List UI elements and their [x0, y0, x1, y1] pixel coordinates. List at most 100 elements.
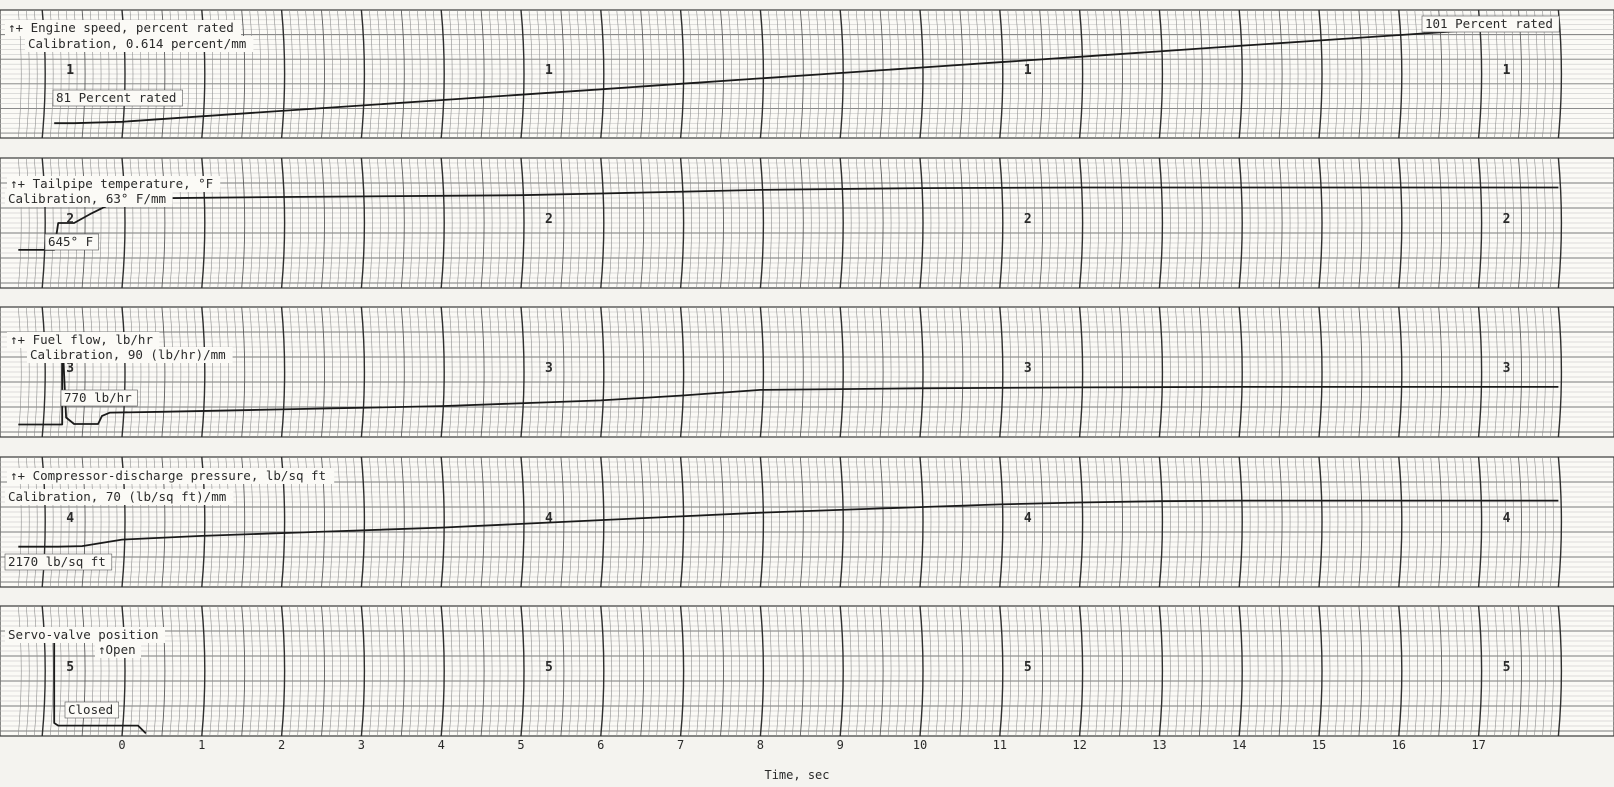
- time-gridline: [313, 157, 317, 289]
- time-gridline: [1374, 9, 1379, 139]
- time-gridline: [456, 9, 461, 139]
- annotation-engine-speed: 101 Percent rated: [1425, 16, 1553, 31]
- time-gridline: [855, 306, 860, 438]
- time-gridline: [1254, 456, 1259, 588]
- time-gridline: [720, 605, 724, 737]
- channel-number-engine-speed: 1: [66, 63, 74, 78]
- time-gridline: [568, 605, 573, 737]
- time-gridline: [807, 605, 812, 737]
- time-gridline: [1382, 605, 1387, 737]
- time-gridline: [1151, 306, 1155, 438]
- time-gridline: [456, 306, 461, 438]
- time-gridline: [225, 605, 230, 737]
- time-gridline: [129, 605, 134, 737]
- time-gridline: [807, 157, 812, 289]
- time-gridline: [416, 456, 421, 588]
- time-gridline: [1031, 9, 1036, 139]
- time-gridline: [1143, 9, 1147, 139]
- time-gridline: [193, 157, 198, 289]
- time-gridline: [879, 306, 884, 438]
- time-gridline: [1382, 456, 1387, 588]
- time-gridline: [1366, 456, 1371, 588]
- time-gridline: [1095, 157, 1099, 289]
- time-gridline: [1175, 306, 1179, 438]
- time-gridline: [536, 9, 541, 139]
- time-gridline: [1526, 456, 1530, 588]
- time-gridline: [456, 605, 461, 737]
- time-gridline: [847, 605, 852, 737]
- time-gridline: [1238, 456, 1243, 588]
- time-gridline: [1366, 157, 1371, 289]
- time-gridline: [480, 9, 485, 139]
- time-gridline: [1158, 9, 1164, 139]
- time-gridline: [1270, 157, 1275, 289]
- time-gridline: [1294, 157, 1299, 289]
- time-gridline: [1119, 157, 1123, 289]
- time-gridline: [552, 9, 557, 139]
- time-gridline: [1111, 605, 1115, 737]
- time-gridline: [1063, 456, 1067, 588]
- time-gridline: [225, 157, 230, 289]
- time-gridline: [1119, 306, 1123, 438]
- time-gridline: [41, 605, 46, 737]
- time-gridline: [153, 306, 158, 438]
- time-gridline: [185, 605, 190, 737]
- channel-label-fuel-flow: Calibration, 90 (lb/hr)/mm: [30, 347, 226, 362]
- time-gridline: [624, 157, 629, 289]
- time-gridline: [616, 456, 621, 588]
- time-gridline: [1039, 9, 1044, 139]
- time-gridline: [73, 157, 78, 289]
- time-gridline: [201, 306, 206, 438]
- time-gridline: [1286, 9, 1291, 139]
- time-gridline: [664, 306, 668, 438]
- time-gridline: [1254, 157, 1259, 289]
- time-gridline: [161, 157, 166, 289]
- time-gridline: [768, 157, 772, 289]
- x-tick-label: 9: [837, 738, 844, 752]
- time-gridline: [1534, 605, 1538, 737]
- time-gridline: [416, 157, 421, 289]
- time-gridline: [280, 306, 286, 438]
- time-gridline: [679, 605, 685, 737]
- time-gridline: [831, 157, 836, 289]
- time-gridline: [823, 605, 828, 737]
- time-gridline: [1015, 9, 1020, 139]
- time-gridline: [1366, 605, 1371, 737]
- channel-number-tailpipe-temperature: 2: [1503, 212, 1511, 227]
- time-gridline: [217, 306, 222, 438]
- time-gridline: [225, 306, 230, 438]
- channel-label-engine-speed: ↑+ Engine speed, percent rated: [8, 20, 234, 35]
- time-gridline: [1214, 9, 1219, 139]
- time-gridline: [831, 306, 836, 438]
- time-gridline: [600, 456, 605, 588]
- time-gridline: [97, 157, 102, 289]
- time-gridline: [512, 456, 517, 588]
- x-tick-label: 0: [118, 738, 125, 752]
- label-backdrop: [95, 642, 141, 658]
- label-backdrop: [25, 36, 254, 52]
- time-gridline: [887, 306, 892, 438]
- channel-number-tailpipe-temperature: 2: [545, 212, 553, 227]
- time-gridline: [329, 9, 333, 139]
- time-gridline: [528, 456, 533, 588]
- time-gridline: [1127, 157, 1131, 289]
- time-gridline: [504, 605, 509, 737]
- time-gridline: [280, 157, 286, 289]
- time-gridline: [1135, 605, 1139, 737]
- time-gridline: [759, 456, 765, 588]
- time-gridline: [1294, 9, 1299, 139]
- time-gridline: [1550, 456, 1554, 588]
- time-gridline: [999, 157, 1004, 289]
- time-gridline: [696, 605, 700, 737]
- time-gridline: [1127, 456, 1131, 588]
- time-gridline: [1015, 456, 1020, 588]
- time-gridline: [999, 456, 1004, 588]
- time-gridline: [608, 456, 613, 588]
- annotation-backdrop: [44, 233, 99, 251]
- time-gridline: [536, 157, 541, 289]
- time-gridline: [280, 605, 286, 737]
- time-gridline: [1111, 9, 1115, 139]
- time-gridline: [544, 9, 549, 139]
